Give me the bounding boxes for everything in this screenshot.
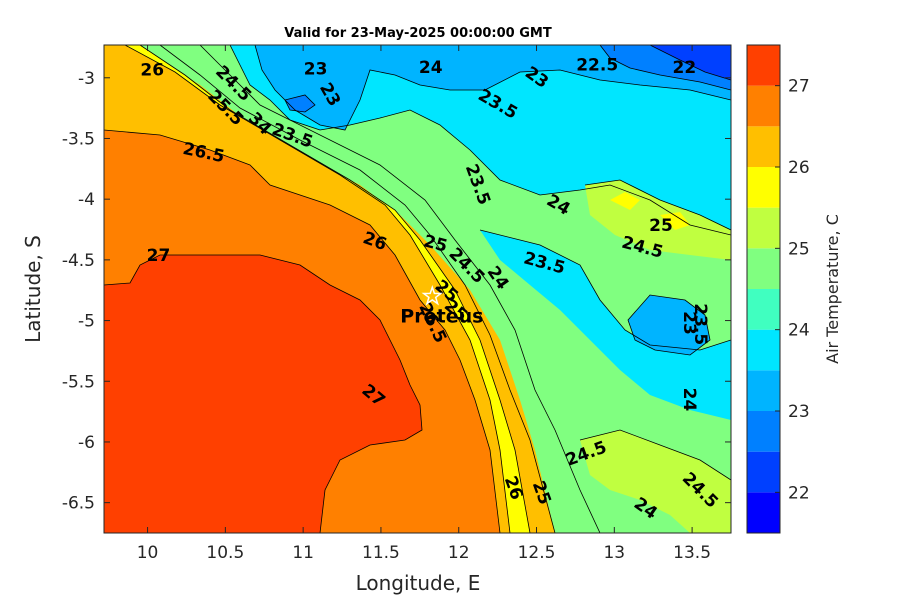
contour-line [229,45,731,236]
x-axis-ticks: 10 10.5 11 11.5 12 12.5 13 13.5 [137,45,711,563]
y-tick-label: -3 [78,69,95,89]
x-tick-label: 13 [603,543,625,563]
contour-label: 23 [679,311,699,335]
y-axis-ticks: -3 -3.5 -4 -4.5 -5 -5.5 -6 -6.5 [62,69,731,514]
x-tick-label: 11 [292,543,314,563]
y-tick-label: -6.5 [62,494,95,514]
band-23-5 [230,45,731,420]
band-25 [610,192,690,230]
contour-line [284,94,316,113]
colorbar-tick-label: 22 [788,483,810,503]
y-tick-label: -5 [78,312,95,332]
colorbar-frame [746,44,781,534]
colorbar-segment [747,126,780,167]
contour-line [627,294,711,356]
contour-label: 22.5 [576,56,618,76]
x-tick-label: 11.5 [362,543,400,563]
colorbar-segment [747,248,780,289]
x-tick-label: 12.5 [518,543,556,563]
colorbar-segment [747,411,780,452]
x-tick-label: 12 [448,543,470,563]
colorbar-tick-label: 25 [788,239,810,259]
contour-label: 24 [419,58,443,78]
y-tick-label: -3.5 [62,129,95,149]
temperature-field [104,45,731,533]
colorbar-tick-label: 24 [788,321,810,341]
contour-lines [104,45,731,533]
contour-line [104,129,501,533]
contour-line [599,45,731,91]
colorbar-segment [747,370,780,411]
colorbar-segment [747,492,780,533]
band-24-4 [540,190,585,210]
colorbar-label: Air Temperature, C [823,214,842,364]
colorbar-segment [747,329,780,371]
colorbar-segment [747,167,780,208]
y-tick-label: -4 [78,190,95,210]
contour-line [159,45,556,533]
contour-line [579,429,731,481]
contour-label: 22 [672,58,696,78]
contour-line [479,229,731,351]
y-tick-label: -4.5 [62,251,95,271]
contour-line [104,254,423,533]
marker-label: Proteus [400,305,483,327]
contour-line [139,45,531,533]
y-tick-label: -6 [78,433,95,453]
star-icon [421,284,443,306]
x-axis-label: Longitude, E [356,571,481,595]
colorbar: 22 23 24 25 26 27 [746,44,810,534]
band-24-5 [580,180,731,533]
colorbar-segment [747,289,780,330]
contour-label: 23.5 [690,303,710,345]
x-tick-label: 10 [137,543,159,563]
x-tick-label: 10.5 [206,543,244,563]
colorbar-segment [747,45,780,86]
colorbar-segment [747,85,780,127]
plot-frame [103,44,732,534]
band-23 [255,45,731,130]
contour-line [124,45,511,533]
contour-line [584,179,731,231]
band-22-5 [285,45,731,112]
contour-label: 27 [147,246,171,266]
colorbar-tick-label: 26 [788,158,810,178]
station-marker: Proteus [400,284,483,327]
contour-line [649,45,731,81]
y-axis-label: Latitude, S [21,235,45,343]
colorbar-segment [747,451,780,493]
y-tick-label: -5.5 [62,372,95,392]
contour-label: 25 [649,216,673,236]
contour-label: 24 [679,388,699,412]
colorbar-segment [747,207,780,249]
x-tick-label: 13.5 [673,543,711,563]
band-22 [650,45,731,80]
colorbar-tick-label: 23 [788,402,810,422]
contour-label: 23 [304,59,328,79]
contour-line [254,45,731,131]
contour-line [199,45,601,533]
band-27 [104,255,422,533]
contour-label: 26 [140,60,164,80]
band-23-blue [628,295,710,355]
colorbar-tick-label: 27 [788,77,810,97]
chart-title: Valid for 23-May-2025 00:00:00 GMT [284,26,552,41]
